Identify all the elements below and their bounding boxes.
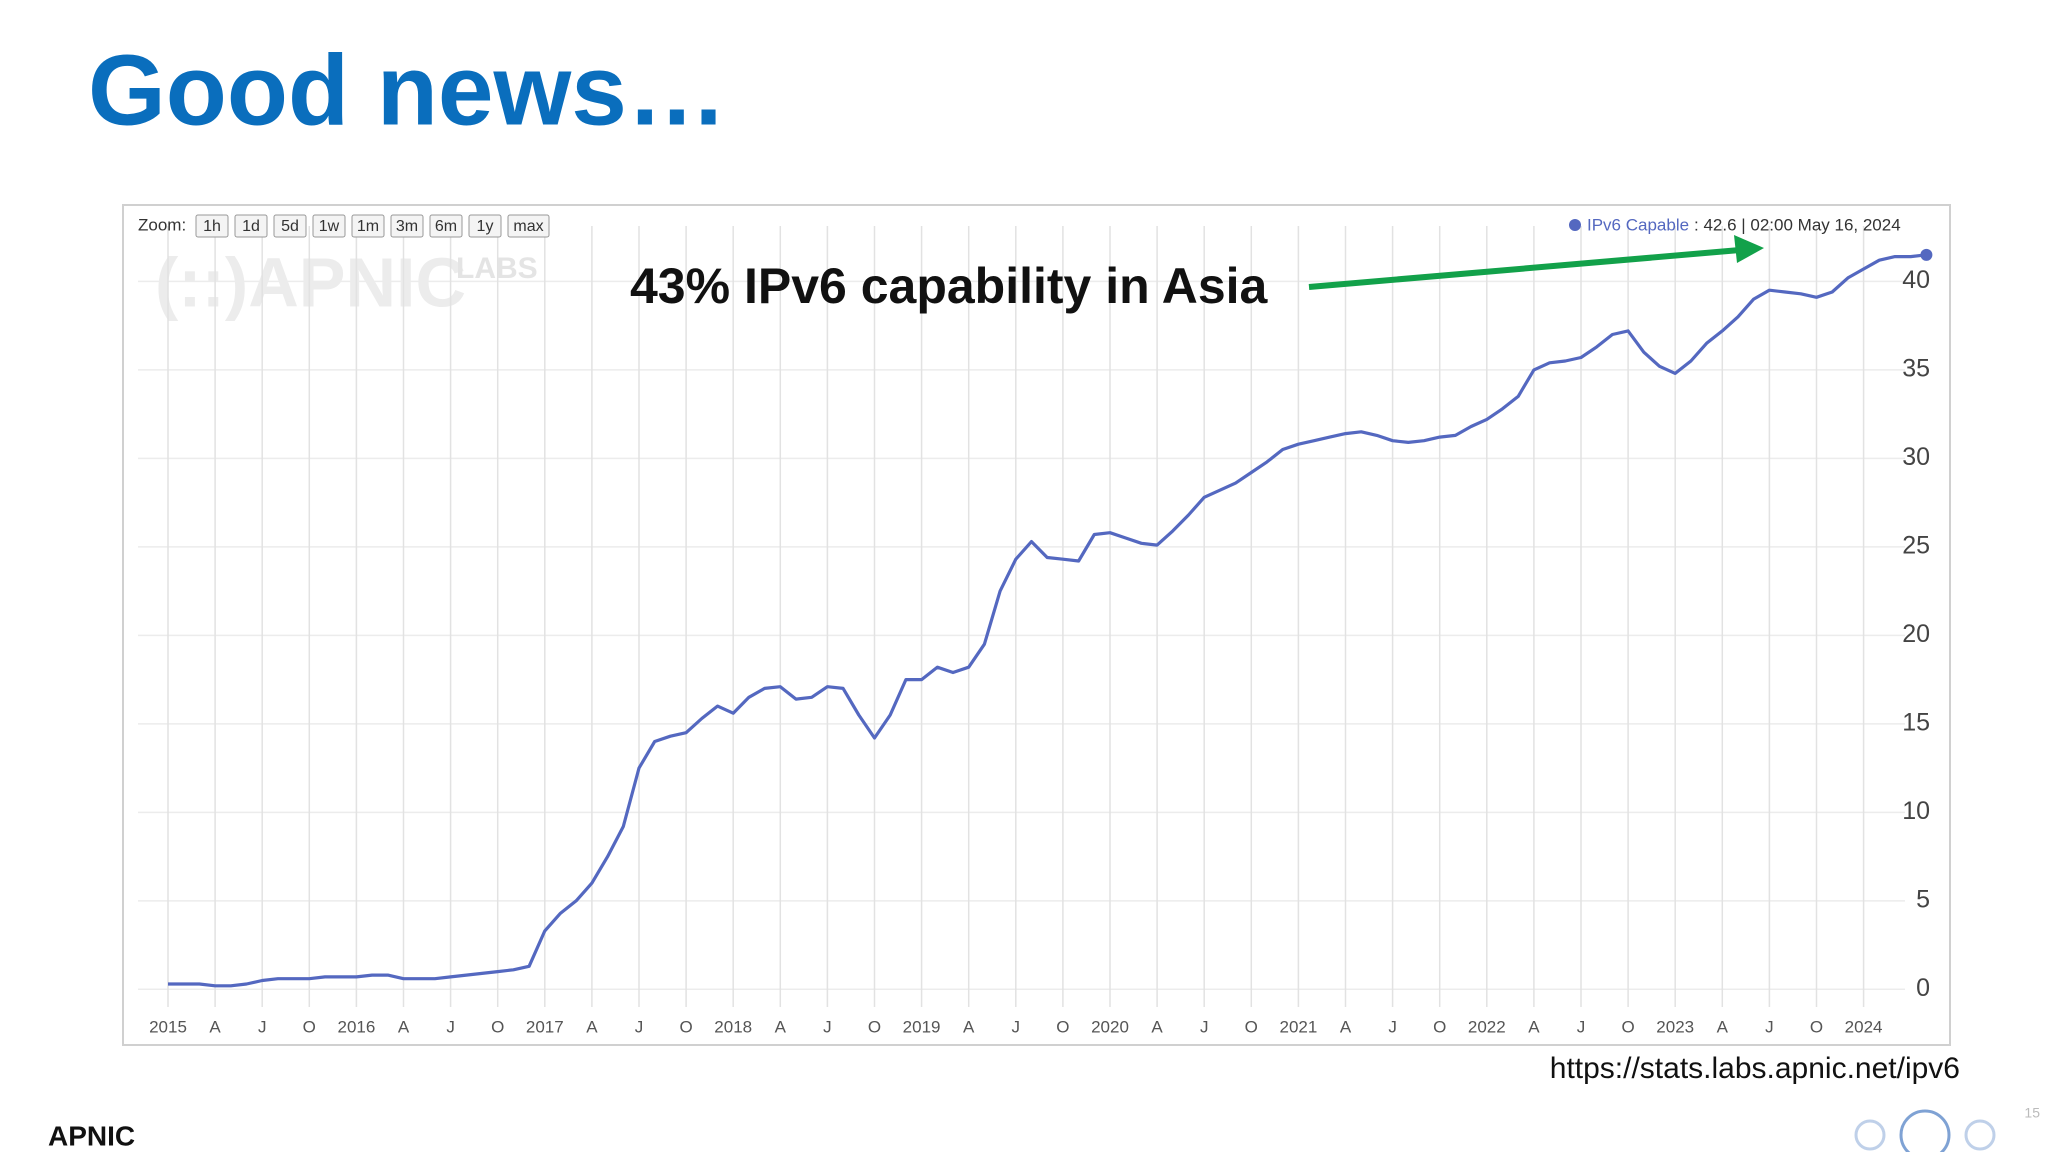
x-tick-label: J <box>1012 1017 1021 1036</box>
page-number: 15 <box>2024 1105 2040 1121</box>
x-tick-label: 2018 <box>714 1017 752 1036</box>
y-tick-label: 30 <box>1902 443 1930 471</box>
x-tick-label: 2017 <box>526 1017 564 1036</box>
x-tick-label: J <box>823 1017 832 1036</box>
zoom-button-label[interactable]: max <box>513 218 543 235</box>
legend-label: IPv6 Capable <box>1587 215 1689 234</box>
x-tick-label: 2015 <box>149 1017 187 1036</box>
y-tick-label: 0 <box>1916 974 1930 1002</box>
x-tick-label: A <box>963 1017 975 1036</box>
y-tick-label: 40 <box>1902 266 1930 294</box>
x-tick-label: O <box>868 1017 881 1036</box>
zoom-button <box>312 214 346 238</box>
x-tick-label: J <box>1200 1017 1209 1036</box>
x-tick-label: 2019 <box>903 1017 941 1036</box>
x-tick-label: 2016 <box>337 1017 375 1036</box>
annotation: 43% IPv6 capability in Asia <box>630 258 1269 314</box>
zoom-button-label[interactable]: 5d <box>281 218 299 235</box>
readout: : 42.6 | 02:00 May 16, 2024 <box>1694 215 1901 234</box>
x-tick-label: A <box>1151 1017 1163 1036</box>
source-url: https://stats.labs.apnic.net/ipv6 <box>1550 1052 1960 1085</box>
x-tick-label: A <box>209 1017 221 1036</box>
zoom-button <box>234 214 268 238</box>
zoom-button <box>507 214 550 238</box>
x-tick-label: J <box>446 1017 455 1036</box>
zoom-button-label[interactable]: 1w <box>319 218 340 235</box>
x-tick-label: O <box>679 1017 692 1036</box>
y-tick-label: 35 <box>1902 354 1930 382</box>
x-tick-label: O <box>491 1017 504 1036</box>
footer-icon <box>1854 1109 1996 1152</box>
x-tick-label: A <box>586 1017 598 1036</box>
zoom-button <box>390 214 424 238</box>
footer-logo: APNIC <box>48 1120 135 1151</box>
zoom-button <box>195 214 229 238</box>
zoom-button <box>351 214 385 238</box>
annotation-arrowhead <box>1734 235 1764 263</box>
y-tick-label: 5 <box>1916 885 1930 913</box>
end-point <box>1920 248 1933 261</box>
zoom-label: Zoom: <box>138 215 186 234</box>
x-tick-label: O <box>1056 1017 1069 1036</box>
zoom-button-label[interactable]: 1d <box>242 218 260 235</box>
x-tick-label: 2024 <box>1845 1017 1883 1036</box>
x-tick-label: J <box>1765 1017 1774 1036</box>
y-tick-label: 15 <box>1902 708 1930 736</box>
zoom-button-label[interactable]: 3m <box>396 218 418 235</box>
y-tick-label: 25 <box>1902 531 1930 559</box>
data-line <box>168 253 1927 988</box>
x-tick-label: O <box>1621 1017 1634 1036</box>
x-tick-label: O <box>1245 1017 1258 1036</box>
zoom-button <box>273 214 307 238</box>
x-tick-label: 2021 <box>1279 1017 1317 1036</box>
y-tick-label: 20 <box>1902 620 1930 648</box>
x-tick-label: J <box>635 1017 644 1036</box>
zoom-button-label[interactable]: 1y <box>477 218 494 235</box>
y-tick-label: 10 <box>1902 797 1930 825</box>
zoom-button-label[interactable]: 1h <box>203 218 221 235</box>
x-tick-label: O <box>303 1017 316 1036</box>
x-tick-label: 2023 <box>1656 1017 1694 1036</box>
x-tick-label: A <box>1717 1017 1729 1036</box>
x-tick-label: J <box>1388 1017 1397 1036</box>
annotation-arrow <box>1308 247 1741 290</box>
x-tick-label: A <box>398 1017 410 1036</box>
zoom-button-label[interactable]: 6m <box>435 218 457 235</box>
zoom-button-label[interactable]: 1m <box>357 218 379 235</box>
x-tick-label: A <box>1340 1017 1352 1036</box>
x-tick-label: 2022 <box>1468 1017 1506 1036</box>
legend-marker <box>1569 219 1581 231</box>
x-tick-label: O <box>1433 1017 1446 1036</box>
x-tick-label: 2020 <box>1091 1017 1129 1036</box>
watermark-sub: LABS <box>456 252 538 285</box>
zoom-button <box>468 214 502 238</box>
slide-title: Good news… <box>88 34 727 146</box>
x-tick-label: A <box>1528 1017 1540 1036</box>
x-tick-label: O <box>1810 1017 1823 1036</box>
x-tick-label: J <box>258 1017 267 1036</box>
x-tick-label: J <box>1577 1017 1586 1036</box>
zoom-button <box>429 214 463 238</box>
x-tick-label: A <box>775 1017 787 1036</box>
chart-frame <box>122 204 1951 1046</box>
watermark: (::)APNIC <box>155 243 466 321</box>
